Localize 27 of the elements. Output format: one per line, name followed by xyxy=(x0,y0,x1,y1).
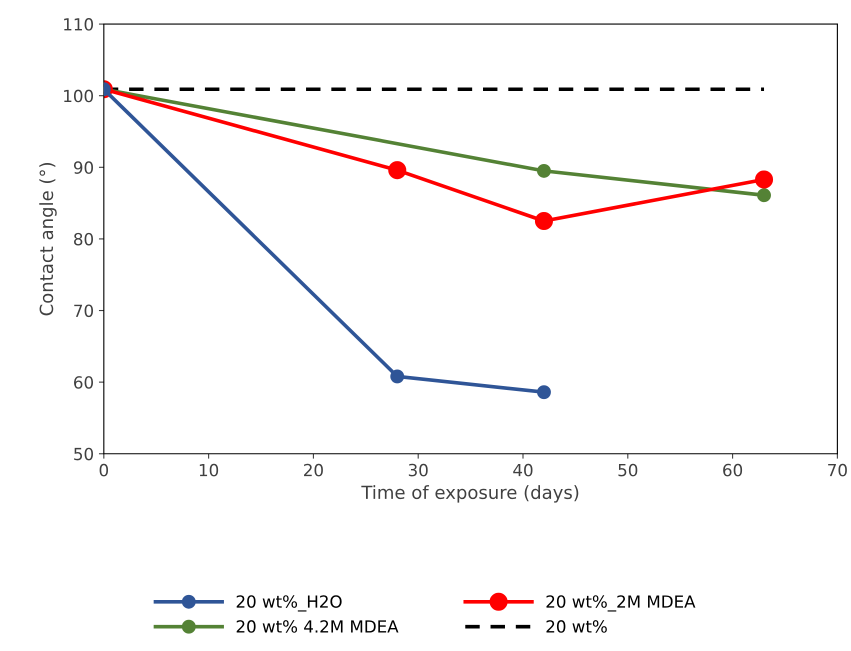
legend-label: 20 wt% xyxy=(546,620,607,633)
y-tick-label: 50 xyxy=(74,448,93,460)
y-tick-label: 90 xyxy=(74,161,93,174)
point xyxy=(537,164,551,178)
legend-label: 20 wt%_H2O xyxy=(236,595,342,612)
y-tick-label: 110 xyxy=(64,18,93,31)
y-tick-label: 70 xyxy=(74,304,93,318)
y-axis-title: Contact angle (°) xyxy=(39,163,57,316)
x-tick-label: 50 xyxy=(618,464,638,476)
x-tick-label: 0 xyxy=(100,464,108,476)
point xyxy=(757,188,771,202)
y-tick-label: 80 xyxy=(74,232,93,246)
point xyxy=(388,161,406,180)
y-tick-label: 60 xyxy=(74,376,93,389)
x-tick-label: 30 xyxy=(408,464,428,476)
x-tick-label: 20 xyxy=(304,464,323,476)
point xyxy=(537,385,551,400)
x-tick-label: 60 xyxy=(723,464,742,476)
x-tick-label: 70 xyxy=(828,464,847,476)
legend-label: 20 wt% 4.2M MDEA xyxy=(236,620,398,633)
x-axis-title: Time of exposure (days) xyxy=(361,485,578,503)
x-tick-label: 40 xyxy=(513,464,532,476)
y-tick-label: 100 xyxy=(64,90,93,102)
legend-label: 20 wt%_2M MDEA xyxy=(546,595,696,612)
point xyxy=(390,369,404,384)
point xyxy=(534,212,553,230)
x-tick-label: 10 xyxy=(200,464,218,476)
